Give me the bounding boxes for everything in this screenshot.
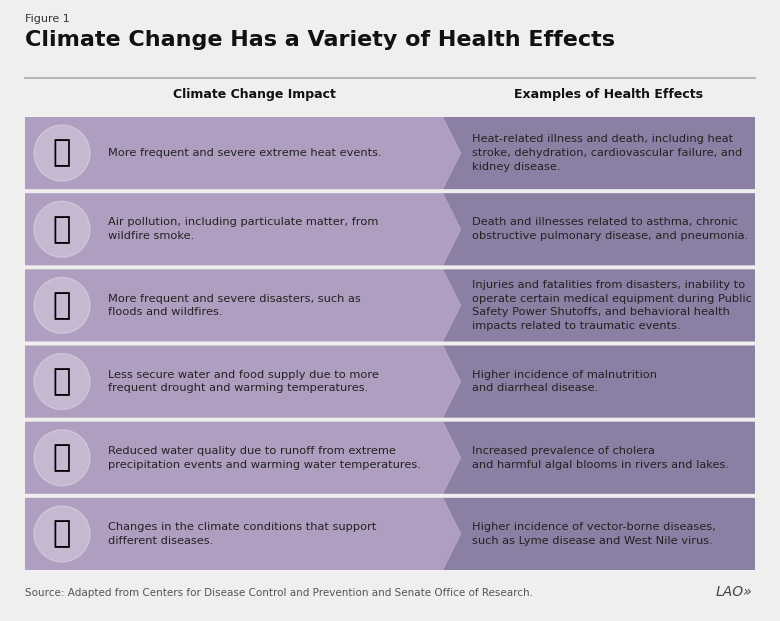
Polygon shape xyxy=(25,498,461,570)
Polygon shape xyxy=(443,422,755,494)
Circle shape xyxy=(34,278,90,333)
Text: Changes in the climate conditions that support
different diseases.: Changes in the climate conditions that s… xyxy=(108,522,377,546)
Text: Increased prevalence of cholera
and harmful algal blooms in rivers and lakes.: Increased prevalence of cholera and harm… xyxy=(472,446,729,469)
Text: Examples of Health Effects: Examples of Health Effects xyxy=(515,88,704,101)
Text: Climate Change Impact: Climate Change Impact xyxy=(172,88,335,101)
Polygon shape xyxy=(443,193,755,265)
Polygon shape xyxy=(25,345,461,418)
Text: 🚜: 🚜 xyxy=(53,367,71,396)
Polygon shape xyxy=(443,345,755,418)
Text: 🦠: 🦠 xyxy=(53,519,71,548)
Text: Climate Change Has a Variety of Health Effects: Climate Change Has a Variety of Health E… xyxy=(25,30,615,50)
Text: Death and illnesses related to asthma, chronic
obstructive pulmonary disease, an: Death and illnesses related to asthma, c… xyxy=(472,217,748,241)
Text: Source: Adapted from Centers for Disease Control and Prevention and Senate Offic: Source: Adapted from Centers for Disease… xyxy=(25,588,533,598)
Polygon shape xyxy=(25,422,461,494)
Text: 🌡: 🌡 xyxy=(53,138,71,168)
Text: Less secure water and food supply due to more
frequent drought and warming tempe: Less secure water and food supply due to… xyxy=(108,369,379,393)
Circle shape xyxy=(34,353,90,410)
Polygon shape xyxy=(25,193,461,265)
Polygon shape xyxy=(25,270,461,342)
Polygon shape xyxy=(25,117,461,189)
Polygon shape xyxy=(443,498,755,570)
Polygon shape xyxy=(443,117,755,189)
Text: Reduced water quality due to runoff from extreme
precipitation events and warmin: Reduced water quality due to runoff from… xyxy=(108,446,421,469)
Text: 🔥: 🔥 xyxy=(53,215,71,244)
Text: Air pollution, including particulate matter, from
wildfire smoke.: Air pollution, including particulate mat… xyxy=(108,217,378,241)
Text: More frequent and severe disasters, such as
floods and wildfires.: More frequent and severe disasters, such… xyxy=(108,294,360,317)
Text: Injuries and fatalities from disasters, inability to
operate certain medical equ: Injuries and fatalities from disasters, … xyxy=(472,280,752,331)
Polygon shape xyxy=(443,270,755,342)
Text: 🪣: 🪣 xyxy=(53,443,71,472)
Circle shape xyxy=(34,430,90,486)
Text: Higher incidence of vector-borne diseases,
such as Lyme disease and West Nile vi: Higher incidence of vector-borne disease… xyxy=(472,522,716,546)
Circle shape xyxy=(34,201,90,257)
Circle shape xyxy=(34,125,90,181)
Text: LAO»: LAO» xyxy=(715,585,752,599)
Text: Figure 1: Figure 1 xyxy=(25,14,69,24)
Text: More frequent and severe extreme heat events.: More frequent and severe extreme heat ev… xyxy=(108,148,381,158)
Text: Higher incidence of malnutrition
and diarrheal disease.: Higher incidence of malnutrition and dia… xyxy=(472,369,657,393)
Text: Heat-related illness and death, including heat
stroke, dehydration, cardiovascul: Heat-related illness and death, includin… xyxy=(472,135,743,171)
Text: 🏘: 🏘 xyxy=(53,291,71,320)
Circle shape xyxy=(34,506,90,562)
